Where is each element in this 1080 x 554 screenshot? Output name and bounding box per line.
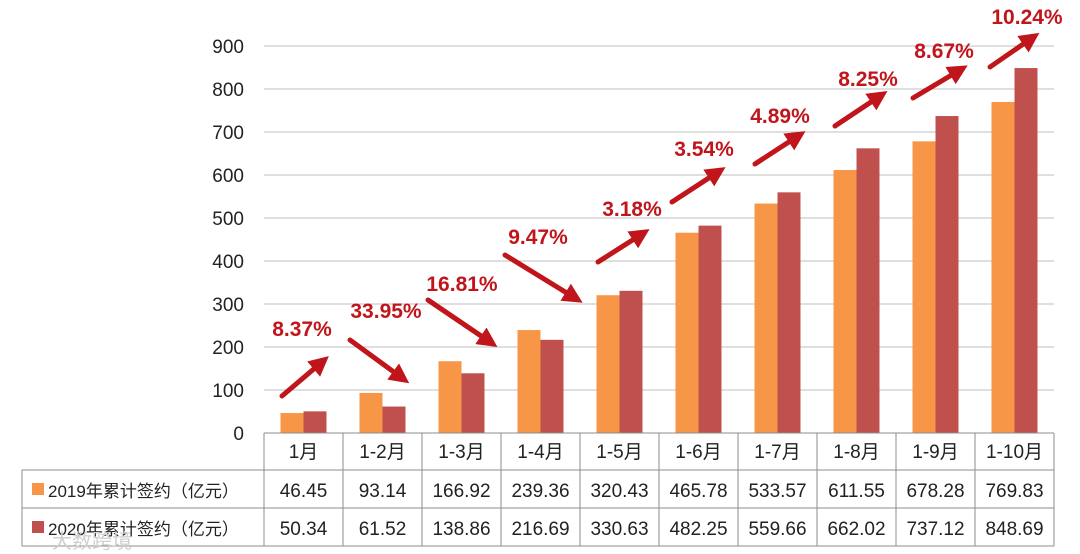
growth-arrow: [502, 252, 583, 303]
table-value: 50.34: [280, 519, 328, 540]
bar-2019: [359, 392, 383, 433]
bar-2020: [382, 406, 406, 433]
table-value: 138.86: [432, 519, 490, 540]
bar-2019: [991, 101, 1015, 434]
category-label: 1-5月: [596, 442, 642, 463]
bar-2020: [540, 339, 564, 433]
category-label: 1-10月: [986, 442, 1043, 463]
category-label: 1-8月: [833, 442, 879, 463]
table-value: 166.92: [432, 481, 490, 502]
growth-arrow: [910, 65, 968, 101]
y-tick-label: 100: [212, 381, 244, 402]
bars: [280, 68, 1038, 434]
table-value: 611.55: [828, 481, 885, 502]
bar-2019: [833, 170, 857, 433]
watermark-text: 大数跨境: [52, 530, 132, 553]
table-value: 61.52: [359, 519, 407, 540]
bar-2019: [280, 413, 304, 433]
y-tick-label: 300: [212, 295, 244, 316]
bar-2020: [1014, 68, 1038, 434]
legend-label: 2020年累计签约（亿元）: [48, 520, 239, 539]
growth-label: 10.24%: [991, 6, 1063, 29]
growth-arrows: 8.37% 33.95%16.81% 9.47% 3.18% 3.54% 4.89% 8.2…: [272, 6, 1063, 399]
table-value: 848.69: [985, 519, 1043, 540]
bar-2020: [461, 373, 485, 433]
growth-arrow: [987, 32, 1040, 70]
legend-swatch: [32, 521, 44, 533]
table-value: 465.78: [669, 481, 727, 502]
bar-2020: [303, 411, 327, 433]
category-label: 1-3月: [438, 442, 484, 463]
y-tick-label: 700: [212, 123, 244, 144]
growth-label: 16.81%: [426, 273, 498, 296]
growth-arrow: [425, 297, 498, 348]
table-value: 482.25: [669, 519, 727, 540]
data-table: 1月 1-2月 1-3月 1-4月 1-5月 1-6月 1-7月 1-8月 1-9月 1-10月 2…: [21, 432, 1055, 547]
y-tick-label: 500: [212, 209, 244, 230]
bar-2019: [517, 330, 541, 433]
bar-2020: [777, 192, 801, 433]
growth-arrow: [832, 91, 888, 129]
category-label: 1-7月: [754, 442, 800, 463]
bar-2020: [935, 116, 959, 434]
table-value: 216.69: [511, 519, 569, 540]
growth-label: 8.37%: [272, 318, 332, 341]
growth-arrow: [669, 167, 726, 205]
category-label: 1-6月: [675, 442, 721, 463]
bar-2019: [675, 232, 699, 433]
bar-2019: [912, 141, 936, 433]
growth-label: 3.54%: [674, 138, 734, 161]
table-value: 559.66: [748, 519, 806, 540]
growth-arrow: [347, 337, 410, 384]
growth-label: 8.67%: [914, 40, 974, 63]
table-value: 678.28: [906, 481, 964, 502]
growth-arrow: [752, 131, 806, 167]
y-tick-label: 900: [212, 37, 244, 58]
bar-2019: [438, 361, 462, 433]
table-value: 769.83: [985, 481, 1043, 502]
category-label: 1月: [289, 442, 319, 463]
gridlines: [264, 45, 1054, 434]
y-tick-label: 200: [212, 338, 244, 359]
bar-2020: [856, 148, 880, 433]
table-value: 93.14: [359, 481, 407, 502]
table-value: 320.43: [590, 481, 648, 502]
category-label: 1-4月: [517, 442, 563, 463]
table-value: 330.63: [590, 519, 648, 540]
y-axis: 0 100 200 300 400 500 600 700 800 900: [212, 37, 244, 445]
growth-arrow: [595, 229, 650, 265]
y-tick-label: 600: [212, 166, 244, 187]
table-value: 737.12: [906, 519, 964, 540]
legend-swatch: [32, 483, 44, 495]
legend-label: 2019年累计签约（亿元）: [48, 482, 239, 501]
y-tick-label: 800: [212, 80, 244, 101]
bar-2020: [619, 290, 643, 433]
table-value: 239.36: [511, 481, 569, 502]
category-label: 1-9月: [912, 442, 958, 463]
table-value: 533.57: [748, 481, 806, 502]
y-tick-label: 400: [212, 252, 244, 273]
bar-2019: [754, 203, 778, 433]
y-tick-label: 0: [233, 424, 244, 445]
growth-label: 4.89%: [750, 105, 810, 128]
growth-label: 8.25%: [838, 68, 898, 91]
table-value: 46.45: [280, 481, 328, 502]
growth-label: 9.47%: [508, 226, 568, 249]
growth-label: 3.18%: [602, 198, 662, 221]
bar-2019: [596, 295, 620, 433]
growth-label: 33.95%: [350, 300, 422, 323]
table-value: 662.02: [827, 519, 885, 540]
category-label: 1-2月: [359, 442, 405, 463]
bar-2020: [698, 225, 722, 433]
growth-arrow: [279, 356, 329, 399]
